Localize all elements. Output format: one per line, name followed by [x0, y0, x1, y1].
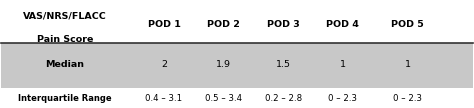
- Text: VAS/NRS/FLACC: VAS/NRS/FLACC: [23, 12, 107, 21]
- Text: Interquartile Range: Interquartile Range: [18, 94, 112, 103]
- Text: 0 – 2.3: 0 – 2.3: [328, 94, 357, 103]
- Text: POD 5: POD 5: [391, 20, 424, 29]
- Text: POD 4: POD 4: [326, 20, 359, 29]
- Text: 0.2 – 2.8: 0.2 – 2.8: [264, 94, 302, 103]
- Text: 0.5 – 3.4: 0.5 – 3.4: [205, 94, 242, 103]
- Text: 1: 1: [339, 60, 346, 69]
- Text: Pain Score: Pain Score: [37, 35, 93, 44]
- Text: 1: 1: [405, 60, 410, 69]
- Text: 1.9: 1.9: [216, 60, 231, 69]
- Text: POD 2: POD 2: [207, 20, 240, 29]
- Text: 0 – 2.3: 0 – 2.3: [393, 94, 422, 103]
- Text: POD 3: POD 3: [267, 20, 300, 29]
- FancyBboxPatch shape: [1, 44, 473, 88]
- Text: 2: 2: [161, 60, 167, 69]
- Text: 0.4 – 3.1: 0.4 – 3.1: [146, 94, 182, 103]
- Text: Median: Median: [46, 60, 84, 69]
- Text: POD 1: POD 1: [147, 20, 181, 29]
- Text: 1.5: 1.5: [276, 60, 291, 69]
